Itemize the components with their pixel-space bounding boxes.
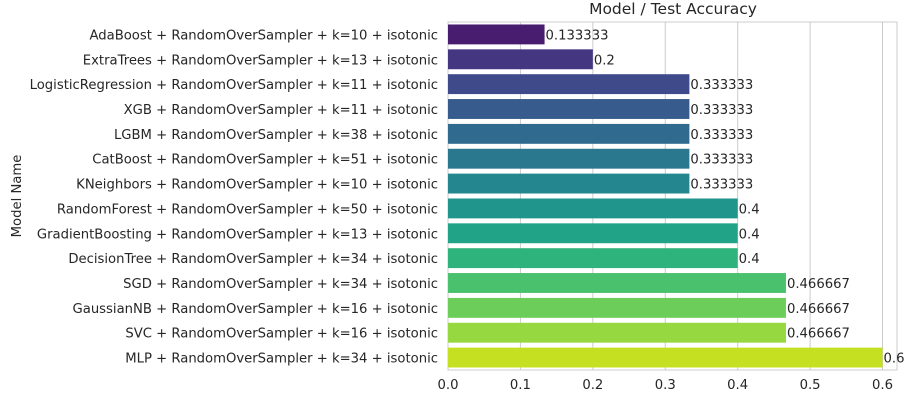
bars — [448, 24, 883, 368]
bar — [448, 223, 738, 244]
x-tick-label: 0.6 — [872, 378, 893, 393]
bar — [448, 123, 690, 144]
bar — [448, 49, 593, 70]
bar-value-label: 0.4 — [739, 252, 760, 267]
chart-title: Model / Test Accuracy — [589, 0, 757, 18]
bar — [448, 173, 690, 194]
bar — [448, 347, 883, 368]
bar — [448, 273, 786, 293]
category-label: LogisticRegression + RandomOverSampler +… — [30, 78, 438, 93]
category-label: DecisionTree + RandomOverSampler + k=34 … — [68, 252, 438, 267]
category-label: GradientBoosting + RandomOverSampler + k… — [37, 227, 438, 242]
category-label: AdaBoost + RandomOverSampler + k=10 + is… — [89, 28, 438, 43]
category-label: RandomForest + RandomOverSampler + k=50 … — [57, 202, 438, 217]
bar-value-label: 0.2 — [594, 53, 615, 68]
bar-value-label: 0.466667 — [787, 302, 850, 317]
x-tick-label: 0.1 — [510, 378, 531, 393]
bar — [448, 99, 690, 119]
category-label: SVC + RandomOverSampler + k=16 + isotoni… — [125, 327, 438, 342]
category-label: ExtraTrees + RandomOverSampler + k=13 + … — [83, 53, 438, 68]
bar — [448, 322, 786, 343]
bar-value-label: 0.4 — [739, 202, 760, 217]
bar-value-label: 0.6 — [884, 352, 905, 367]
bar — [448, 24, 545, 45]
category-label: MLP + RandomOverSampler + k=34 + isotoni… — [125, 352, 438, 367]
category-label: LGBM + RandomOverSampler + k=38 + isoton… — [114, 128, 438, 143]
bar-value-label: 0.333333 — [690, 103, 753, 118]
x-tick-label: 0.0 — [438, 378, 459, 393]
bar-value-label: 0.4 — [739, 227, 760, 242]
x-tick-label: 0.3 — [655, 378, 676, 393]
category-label: GaussianNB + RandomOverSampler + k=16 + … — [73, 302, 438, 317]
category-label: SGD + RandomOverSampler + k=34 + isotoni… — [123, 277, 438, 292]
category-label: CatBoost + RandomOverSampler + k=51 + is… — [92, 153, 438, 168]
bar — [448, 148, 690, 169]
bar-value-label: 0.333333 — [690, 153, 753, 168]
bar-value-label: 0.466667 — [787, 277, 850, 292]
bar-value-label: 0.133333 — [546, 28, 609, 43]
category-label: XGB + RandomOverSampler + k=11 + isotoni… — [124, 103, 438, 118]
bar — [448, 198, 738, 219]
x-tick-labels: 0.0 0.1 0.2 0.3 0.4 0.5 0.6 — [438, 378, 894, 393]
bar-value-label: 0.333333 — [690, 78, 753, 93]
bar-value-label: 0.466667 — [787, 327, 850, 342]
bar-value-label: 0.333333 — [690, 128, 753, 143]
plot-frame — [447, 21, 898, 371]
bar — [448, 74, 690, 95]
bar — [448, 248, 738, 269]
bar — [448, 297, 786, 318]
x-tick-label: 0.5 — [800, 378, 821, 393]
x-tick-label: 0.4 — [727, 378, 748, 393]
y-axis-label: Model Name — [10, 155, 25, 238]
bar-value-label: 0.333333 — [690, 178, 753, 193]
value-labels: 0.133333 0.2 0.333333 0.333333 0.333333 0.333… — [546, 28, 905, 366]
category-label: KNeighbors + RandomOverSampler + k=10 + … — [76, 178, 438, 193]
category-labels: AdaBoost + RandomOverSampler + k=10 + is… — [30, 28, 438, 366]
x-tick-label: 0.2 — [582, 378, 603, 393]
